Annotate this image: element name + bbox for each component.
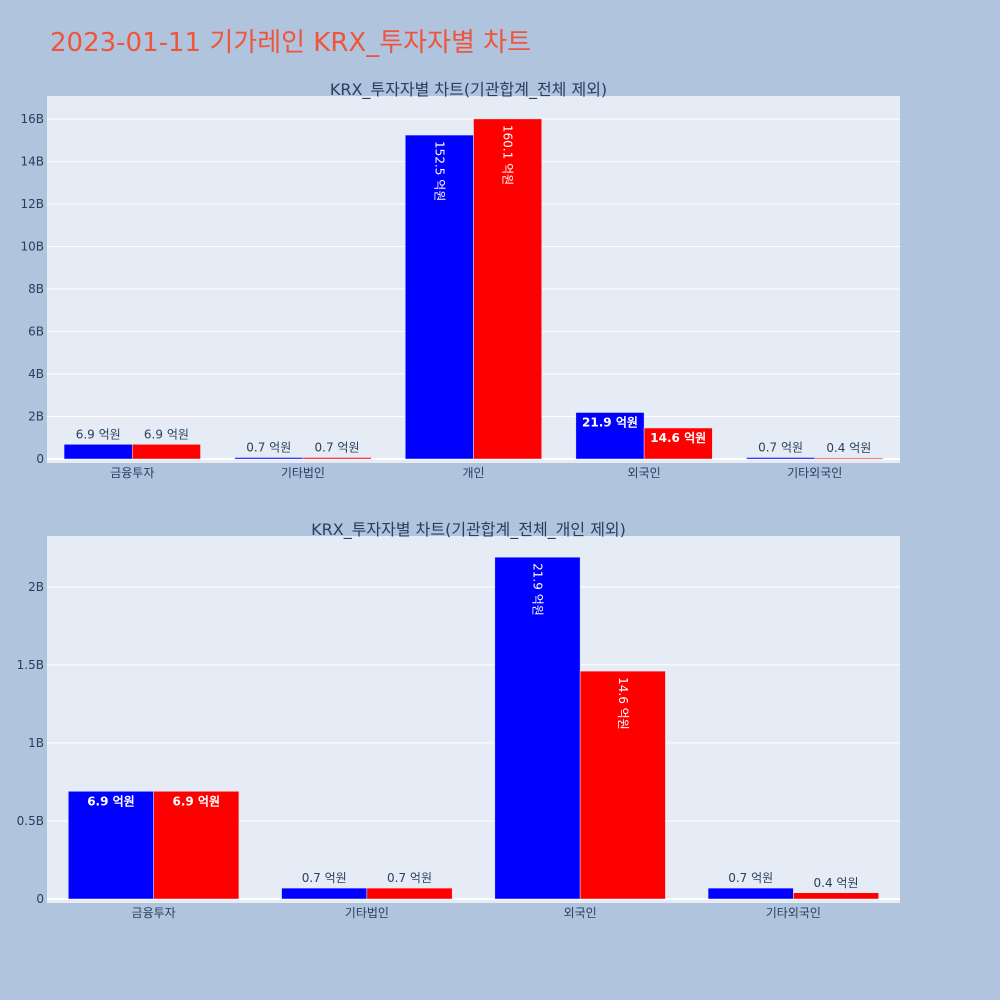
bar-data-label: 0.7 억원 (728, 871, 773, 885)
x-tick-label: 금융투자 (110, 466, 154, 480)
bar-data-label: 0.7 억원 (315, 441, 360, 455)
bar-data-label: 6.9 억원 (87, 794, 135, 808)
bar-data-label: 0.4 억원 (826, 441, 871, 455)
x-tick-label: 개인 (462, 466, 484, 480)
y-tick-label: 1B (28, 736, 44, 750)
x-tick-label: 외국인 (628, 466, 661, 480)
bar (643, 427, 713, 460)
y-tick-label: 6B (28, 325, 44, 339)
bar (707, 887, 794, 900)
bar (746, 457, 815, 460)
x-tick-label: 기타법인 (281, 466, 325, 480)
bar-data-label: 6.9 억원 (76, 427, 121, 441)
bar (302, 457, 372, 460)
bar (579, 670, 666, 900)
y-tick-label: 2B (28, 580, 44, 594)
bar (405, 134, 474, 460)
bar (153, 791, 240, 900)
bar-data-label: 160.1 억원 (501, 125, 515, 185)
bar (366, 887, 453, 900)
y-tick-label: 0 (36, 452, 44, 466)
bar (63, 444, 133, 460)
bar-data-label: 21.9 억원 (582, 415, 638, 429)
bar (793, 892, 879, 900)
y-tick-label: 8B (28, 282, 44, 296)
page-title: 2023-01-11 기가레인 KRX_투자자별 차트 (50, 28, 532, 58)
bar (281, 887, 368, 900)
bar-data-label: 152.5 억원 (432, 141, 446, 201)
bar (814, 457, 884, 460)
bar (473, 118, 542, 460)
bar (494, 556, 581, 900)
y-tick-label: 1.5B (17, 658, 44, 672)
x-tick-label: 외국인 (564, 906, 597, 920)
bar (132, 444, 201, 460)
y-tick-label: 16B (20, 112, 44, 126)
y-tick-label: 2B (28, 410, 44, 424)
bar-data-label: 0.7 억원 (302, 871, 347, 885)
bar (68, 791, 154, 900)
y-tick-label: 14B (20, 155, 44, 169)
y-tick-label: 0 (36, 892, 44, 906)
bar-data-label: 21.9 억원 (530, 563, 544, 616)
bar (234, 457, 304, 460)
y-tick-label: 0.5B (17, 814, 44, 828)
y-tick-label: 12B (20, 197, 44, 211)
bar-data-label: 0.7 억원 (246, 441, 291, 455)
bar-data-label: 0.7 억원 (758, 441, 803, 455)
y-tick-label: 10B (20, 240, 44, 254)
x-tick-label: 기타법인 (345, 906, 389, 920)
chart-2: 0 0.5B 1B 1.5B 2B KRX_투자자별 차트(기관합계_전체_개인 제외) 6… (17, 520, 900, 920)
chart-title: KRX_투자자별 차트(기관합계_전체 제외) (330, 80, 607, 100)
bar-data-label: 14.6 억원 (616, 677, 630, 730)
bar-data-label: 14.6 억원 (650, 431, 706, 445)
x-tick-label: 기타외국인 (766, 906, 821, 920)
x-tick-label: 기타외국인 (787, 466, 842, 480)
bar-data-label: 0.7 억원 (387, 871, 432, 885)
bar-data-label: 0.4 억원 (814, 876, 859, 890)
x-tick-label: 금융투자 (132, 906, 176, 920)
bar-data-label: 6.9 억원 (173, 794, 221, 808)
chart-title: KRX_투자자별 차트(기관합계_전체_개인 제외) (311, 520, 626, 540)
y-tick-label: 4B (28, 367, 44, 381)
chart-1: 0 2B 4B 6B 8B 10B 12B 14B 16B KRX_투자자별 차트(기관합계_전체… (20, 80, 900, 480)
bar-data-label: 6.9 억원 (144, 427, 189, 441)
bar (575, 412, 645, 460)
